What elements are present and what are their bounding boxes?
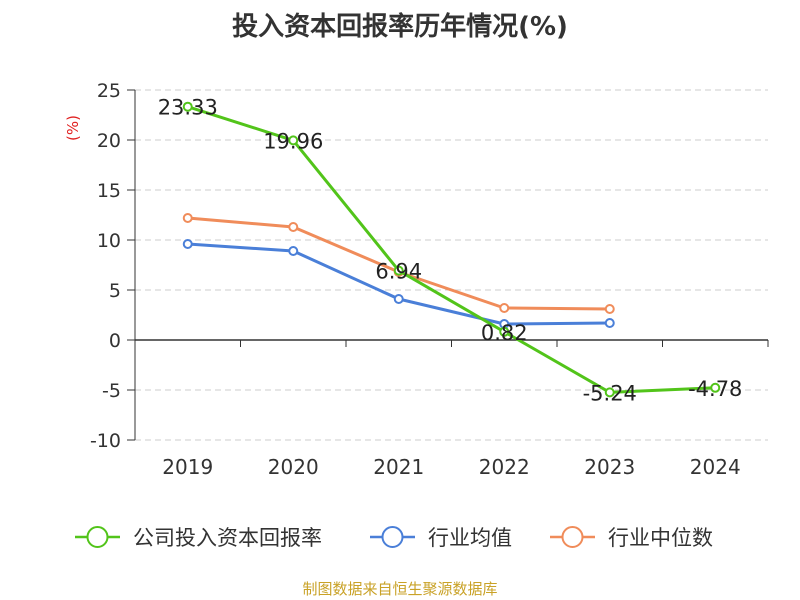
data-point: [393, 265, 404, 276]
data-point: [499, 326, 510, 337]
data-point: [182, 101, 193, 112]
data-point: [182, 239, 193, 249]
data-label: 23.33: [158, 96, 218, 120]
data-point: [604, 304, 615, 314]
series-lines: [182, 101, 721, 398]
y-axis-label: (%): [64, 115, 82, 141]
data-label: 0.82: [481, 321, 528, 345]
legend-marker: [86, 526, 109, 548]
data-point: [604, 387, 615, 398]
x-tick-label: 2023: [584, 455, 635, 479]
data-point: [710, 382, 721, 393]
data-point: [499, 303, 510, 313]
legend-label: 行业中位数: [608, 526, 713, 550]
x-tick-label: 2019: [162, 455, 213, 479]
chart-title: 投入资本回报率历年情况(%): [232, 12, 568, 42]
data-label: -4.78: [688, 377, 742, 401]
data-point: [604, 318, 615, 328]
x-tick-label: 2021: [373, 455, 424, 479]
y-tick-label: -10: [90, 430, 121, 452]
data-labels: 23.33 19.96 6.94 0.82 -5.24 -4.78: [158, 96, 743, 406]
y-tick-label: 20: [97, 130, 121, 152]
x-tick-label: 2020: [268, 455, 319, 479]
y-tick-label: 5: [109, 280, 121, 302]
data-label: -5.24: [583, 381, 637, 405]
data-point: [393, 294, 404, 304]
source-note: 制图数据来自恒生聚源数据库: [302, 580, 498, 598]
data-point: [288, 135, 299, 146]
y-tick-label: 0: [109, 330, 121, 352]
legend[interactable]: 公司投入资本回报率 行业均值 行业中位数: [75, 526, 713, 550]
legend-label: 行业均值: [428, 526, 512, 550]
data-point: [288, 246, 299, 256]
grid-lines: [135, 89, 768, 441]
data-point: [288, 222, 299, 232]
series-line: [187, 242, 610, 326]
data-point: [182, 213, 193, 223]
y-tick-label: 15: [97, 180, 121, 202]
x-tick-label: 2024: [690, 455, 741, 479]
y-tick-label: -5: [102, 380, 121, 402]
data-label: 19.96: [263, 129, 323, 153]
y-tick-label: 25: [97, 80, 121, 102]
data-label: 6.94: [375, 260, 422, 284]
series-line: [187, 105, 716, 394]
legend-marker: [381, 526, 404, 548]
legend-label: 公司投入资本回报率: [133, 526, 322, 550]
axes: 25 20 15 10 5 0 -5 -10 (%) 2019 2020 2021 2022 2023 20…: [64, 80, 769, 479]
y-tick-label: 10: [97, 230, 121, 252]
x-tick-label: 2022: [479, 455, 530, 479]
legend-marker: [561, 526, 584, 548]
